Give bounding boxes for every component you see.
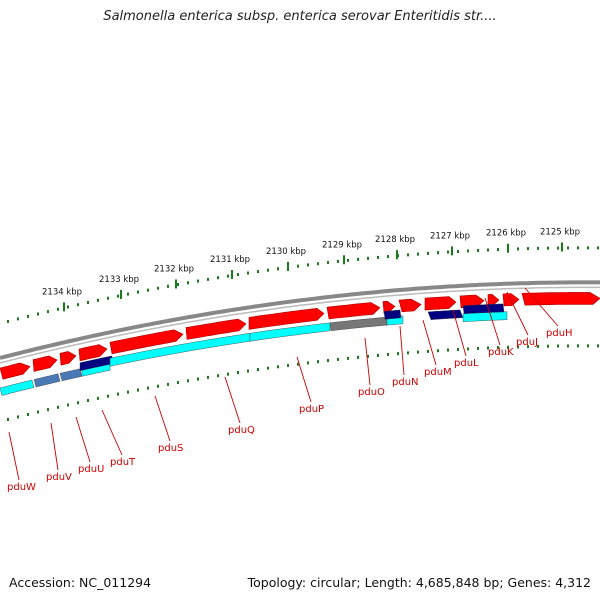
cds-band-gray-1	[329, 316, 388, 331]
cds-arrow-1	[0, 362, 31, 380]
cds-band-cyan-4	[249, 322, 331, 342]
tick-label-2129: 2129 kbp	[322, 240, 362, 250]
cds-arrow-2	[32, 355, 58, 372]
tick-label-2126: 2126 kbp	[486, 229, 526, 239]
gene-label-pduK: pduK	[488, 347, 514, 358]
gene-label-pduO: pduO	[358, 387, 385, 398]
cds-arrow-10	[398, 298, 422, 313]
gene-leader-pduM	[422, 319, 437, 366]
backbone-group	[0, 280, 600, 364]
gene-label-pduP: pduP	[299, 404, 324, 415]
tick-label-2127: 2127 kbp	[430, 231, 470, 241]
feature-group	[0, 292, 600, 396]
backbone-inner-line	[0, 286, 600, 364]
gene-leader-pduW	[8, 431, 20, 481]
gene-label-pduM: pduM	[424, 367, 452, 378]
cds-arrow-6	[185, 318, 247, 340]
gene-leader-pduJ	[506, 291, 529, 336]
gene-label-pduH: pduH	[546, 328, 573, 339]
gene-label-pduW: pduW	[7, 482, 36, 493]
cds-arrow-3	[59, 351, 77, 366]
backbone-outer-line	[0, 280, 600, 360]
cds-arrow-5	[109, 329, 184, 355]
genome-summary-text: Topology: circular; Length: 4,685,848 bp…	[247, 575, 591, 590]
gene-label-pduN: pduN	[392, 377, 419, 388]
gene-label-pduU: pduU	[78, 464, 104, 475]
gene-leader-pduL	[452, 309, 467, 357]
tick-label-2125: 2125 kbp	[540, 227, 580, 237]
tick-label-2131: 2131 kbp	[210, 255, 250, 265]
cds-arrow-11	[424, 296, 457, 311]
accession-text: Accession: NC_011294	[9, 575, 152, 590]
cds-arrow-4	[78, 344, 108, 362]
gene-leader-pduV	[50, 422, 59, 471]
tick-group: 2125 kbp 2126 kbp 2127 kbp 2128 kbp 2129 kbp…	[7, 227, 599, 421]
map-title: Salmonella enterica subsp. enterica sero…	[103, 9, 497, 24]
gene-label-pduJ: pduJ	[516, 337, 538, 348]
cds-arrow-8	[326, 302, 381, 320]
tick-label-2133: 2133 kbp	[99, 275, 139, 285]
gene-leader-pduP	[296, 356, 312, 403]
gene-leader-pduS	[154, 395, 171, 442]
cds-band-cyan-1	[0, 379, 35, 396]
gene-label-pduT: pduT	[110, 457, 136, 468]
gene-leader-pduN	[399, 325, 405, 376]
cds-band-steel-2	[59, 368, 83, 382]
gene-leader-pduO	[364, 337, 371, 386]
gene-leader-pduT	[101, 409, 123, 456]
gene-label-pduV: pduV	[46, 472, 72, 483]
tick-label-2128: 2128 kbp	[375, 235, 415, 245]
gene-leader-pduK	[484, 297, 501, 346]
gene-label-pduQ: pduQ	[228, 425, 255, 436]
cds-band-navy-2	[383, 309, 402, 320]
gene-label-pduS: pduS	[158, 443, 183, 454]
cds-band-navy-3	[427, 309, 464, 320]
tick-label-2132: 2132 kbp	[154, 264, 194, 274]
gene-leader-pduH	[524, 287, 559, 327]
cds-band-steel-1	[33, 373, 61, 388]
tick-label-2134: 2134 kbp	[42, 287, 82, 297]
tick-label-2130: 2130 kbp	[266, 247, 306, 257]
gene-leader-pduQ	[224, 376, 241, 424]
cds-band-navy-4	[462, 303, 505, 314]
gene-label-pduL: pduL	[454, 358, 479, 369]
gene-leader-pduU	[75, 416, 91, 463]
cds-arrow-7	[248, 307, 325, 330]
cds-arrow-15	[521, 292, 600, 306]
